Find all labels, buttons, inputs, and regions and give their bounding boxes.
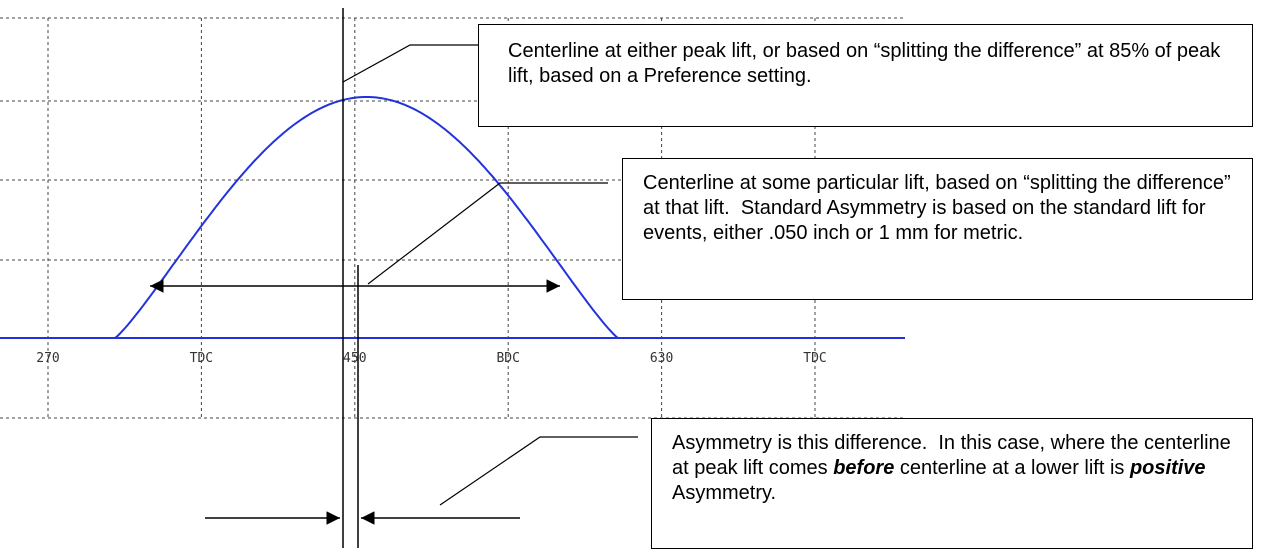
axis-label: 450 [343,351,366,366]
axis-label: 270 [36,351,59,366]
axis-label: 630 [650,351,673,366]
callout: Centerline at some particular lift, base… [622,158,1253,300]
callout: Asymmetry is this difference. In this ca… [651,418,1253,549]
callout-text: Asymmetry is this difference. In this ca… [672,432,1237,479]
callout: Centerline at either peak lift, or based… [478,24,1253,127]
callout-text: Asymmetry. [672,457,1210,504]
leader-line [367,182,608,285]
axis-label: TDC [803,351,826,366]
emphasis: positive [1129,457,1206,479]
emphasis: before [833,457,895,479]
callout-text: centerline at a lower lift is [894,457,1130,479]
axis-label: TDC [190,351,213,366]
axis-label: BDC [496,351,519,366]
leader-line [439,436,638,506]
lift-curve [114,96,619,339]
